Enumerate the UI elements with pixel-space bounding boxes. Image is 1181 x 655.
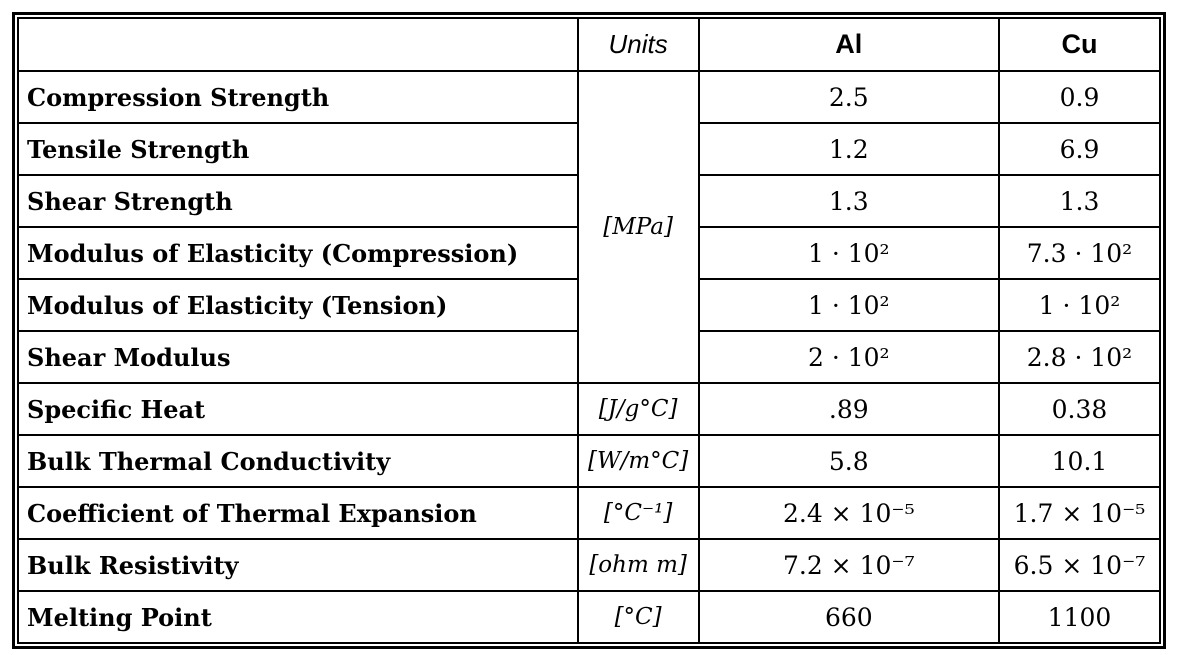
cu-value-cell: 1.7 × 10⁻⁵	[997, 486, 1162, 540]
table-outer-border: Units Al Cu Compression Strength [MPa] 2…	[12, 12, 1166, 649]
property-cell: Coefficient of Thermal Expansion	[17, 486, 579, 540]
property-cell: Melting Point	[17, 590, 579, 644]
header-row: Units Al Cu	[17, 17, 1162, 72]
header-empty-cell	[17, 17, 579, 72]
al-value-cell: 1.2	[697, 122, 1000, 176]
units-cell: [W/m°C]	[576, 434, 700, 488]
cu-value-cell: 6.9	[997, 122, 1162, 176]
units-cell: [J/g°C]	[576, 382, 700, 436]
table-row: Specific Heat [J/g°C] .89 0.38	[17, 382, 1162, 436]
table-row: Melting Point [°C] 660 1100	[17, 590, 1162, 644]
property-cell: Shear Strength	[17, 174, 579, 228]
al-value-cell: 2.4 × 10⁻⁵	[697, 486, 1000, 540]
cu-value-cell: 0.38	[997, 382, 1162, 436]
cu-value-cell: 10.1	[997, 434, 1162, 488]
table-row: Bulk Thermal Conductivity [W/m°C] 5.8 10…	[17, 434, 1162, 488]
material-properties-table: Units Al Cu Compression Strength [MPa] 2…	[17, 17, 1162, 644]
header-cu: Cu	[997, 17, 1162, 72]
property-cell: Specific Heat	[17, 382, 579, 436]
table-row: Shear Modulus 2 · 10² 2.8 · 10²	[17, 330, 1162, 384]
cu-value-cell: 1100	[997, 590, 1162, 644]
property-cell: Bulk Thermal Conductivity	[17, 434, 579, 488]
cu-value-cell: 1 · 10²	[997, 278, 1162, 332]
al-value-cell: 1.3	[697, 174, 1000, 228]
table-row: Modulus of Elasticity (Tension) 1 · 10² …	[17, 278, 1162, 332]
table-row: Shear Strength 1.3 1.3	[17, 174, 1162, 228]
al-value-cell: 5.8	[697, 434, 1000, 488]
property-cell: Tensile Strength	[17, 122, 579, 176]
property-cell: Shear Modulus	[17, 330, 579, 384]
al-value-cell: 2 · 10²	[697, 330, 1000, 384]
table-row: Bulk Resistivity [ohm m] 7.2 × 10⁻⁷ 6.5 …	[17, 538, 1162, 592]
header-units: Units	[576, 17, 700, 72]
property-cell: Bulk Resistivity	[17, 538, 579, 592]
al-value-cell: .89	[697, 382, 1000, 436]
al-value-cell: 2.5	[697, 70, 1000, 124]
table-row: Tensile Strength 1.2 6.9	[17, 122, 1162, 176]
cu-value-cell: 1.3	[997, 174, 1162, 228]
cu-value-cell: 0.9	[997, 70, 1162, 124]
al-value-cell: 1 · 10²	[697, 226, 1000, 280]
units-cell: [°C⁻¹]	[576, 486, 700, 540]
header-al: Al	[697, 17, 1000, 72]
units-cell: [ohm m]	[576, 538, 700, 592]
table-row: Modulus of Elasticity (Compression) 1 · …	[17, 226, 1162, 280]
cu-value-cell: 7.3 · 10²	[997, 226, 1162, 280]
units-cell-merged: [MPa]	[576, 70, 700, 384]
property-cell: Modulus of Elasticity (Tension)	[17, 278, 579, 332]
property-cell: Compression Strength	[17, 70, 579, 124]
al-value-cell: 7.2 × 10⁻⁷	[697, 538, 1000, 592]
table-row: Compression Strength [MPa] 2.5 0.9	[17, 70, 1162, 384]
cu-value-cell: 6.5 × 10⁻⁷	[997, 538, 1162, 592]
al-value-cell: 660	[697, 590, 1000, 644]
al-value-cell: 1 · 10²	[697, 278, 1000, 332]
table-row: Coefficient of Thermal Expansion [°C⁻¹] …	[17, 486, 1162, 540]
property-cell: Modulus of Elasticity (Compression)	[17, 226, 579, 280]
units-cell: [°C]	[576, 590, 700, 644]
cu-value-cell: 2.8 · 10²	[997, 330, 1162, 384]
